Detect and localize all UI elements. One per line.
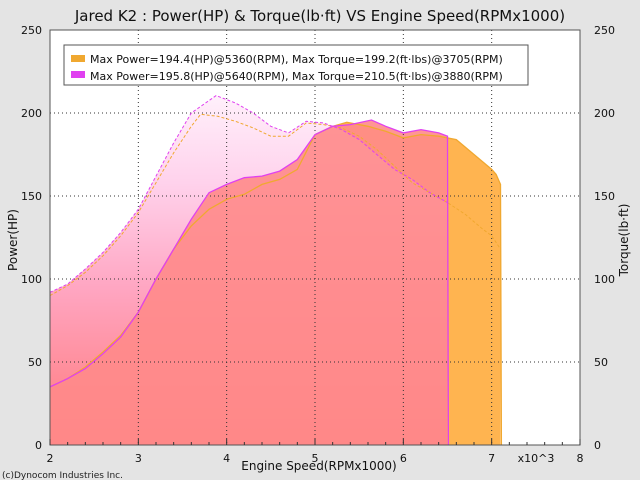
legend-box — [63, 44, 529, 86]
y2-axis-label: Torque(lb·ft) — [617, 204, 631, 278]
x-tick-label: 3 — [135, 452, 142, 465]
x-tick-label: 7 — [488, 452, 495, 465]
y-tick-label: 50 — [28, 356, 42, 369]
y2-tick-label: 250 — [594, 24, 615, 37]
legend-entry-2: Max Power=195.8(HP)@5640(RPM), Max Torqu… — [90, 70, 503, 83]
power-area-run-2 — [50, 120, 448, 445]
y-tick-label: 150 — [21, 190, 42, 203]
legend-swatch-2 — [71, 71, 85, 78]
legend-swatch-1 — [71, 55, 85, 62]
x-tick-label: 5 — [312, 452, 319, 465]
legend-entry-1: Max Power=194.4(HP)@5360(RPM), Max Torqu… — [90, 53, 503, 66]
x-tick-label: 4 — [223, 452, 230, 465]
x-multiplier-label: x10^3 — [518, 452, 555, 465]
x-tick-label: 6 — [400, 452, 407, 465]
x-tick-label: 8 — [577, 452, 584, 465]
copyright-text: (c)Dynocom Industries Inc. — [2, 471, 123, 480]
y-tick-label: 200 — [21, 107, 42, 120]
y-tick-label: 0 — [35, 439, 42, 452]
x-tick-label: 2 — [47, 452, 54, 465]
legend: Max Power=194.4(HP)@5360(RPM), Max Torqu… — [63, 44, 529, 86]
chart-title: Jared K2 : Power(HP) & Torque(lb·ft) VS … — [74, 7, 565, 25]
y-axis-label: Power(HP) — [6, 209, 20, 271]
y2-tick-label: 100 — [594, 273, 615, 286]
y2-tick-label: 0 — [594, 439, 601, 452]
torque-line-run-1 — [50, 113, 501, 297]
series-lines — [50, 95, 503, 445]
x-axis-label: Engine Speed(RPMx1000) — [241, 459, 397, 473]
y2-tick-label: 50 — [594, 356, 608, 369]
y2-tick-label: 150 — [594, 190, 615, 203]
y-tick-label: 250 — [21, 24, 42, 37]
y-tick-label: 100 — [21, 273, 42, 286]
power-line-run-2 — [50, 119, 450, 445]
grid — [50, 30, 580, 445]
y2-tick-label: 200 — [594, 107, 615, 120]
